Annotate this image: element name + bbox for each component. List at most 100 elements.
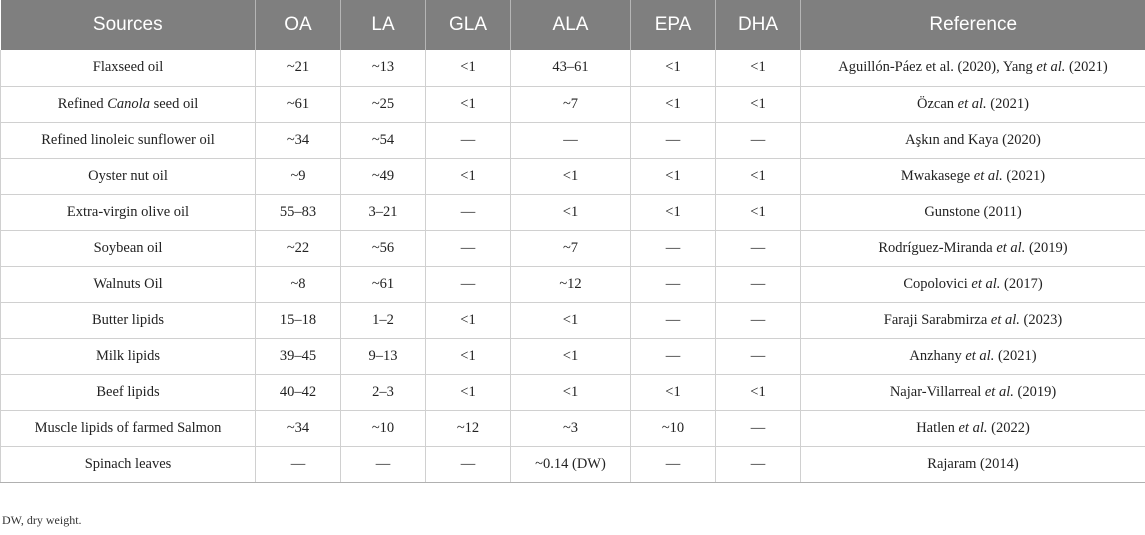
table-row: Flaxseed oil ~21 ~13 <1 43–61 <1 <1 Aguillón-Pá… [0, 50, 1145, 87]
reference-italic-text: et al. [984, 383, 1014, 400]
cell-epa: — [630, 302, 716, 339]
reference-post-text: (2021) [1065, 59, 1108, 76]
cell-gla: — [425, 122, 511, 159]
cell-dha: — [715, 122, 801, 159]
cell-oa: ~21 [255, 50, 341, 87]
header-oa: OA [255, 0, 341, 50]
cell-ala: 43–61 [510, 50, 631, 87]
cell-reference: Najar-Villarreal et al. (2019) [800, 374, 1145, 411]
cell-gla: <1 [425, 302, 511, 339]
reference-italic-text: et al. [973, 167, 1003, 184]
cell-oa: ~8 [255, 266, 341, 303]
cell-ala: — [510, 122, 631, 159]
table-row: Muscle lipids of farmed Salmon ~34 ~10 ~12 ~… [0, 410, 1145, 447]
cell-source: Extra-virgin olive oil [0, 194, 256, 231]
reference-italic-text: et al. [965, 347, 995, 364]
cell-gla: <1 [425, 338, 511, 375]
table-row: Oyster nut oil ~9 ~49 <1 <1 <1 <1 Mwakasege et … [0, 158, 1145, 195]
reference-italic-text: et al. [971, 275, 1001, 292]
cell-ala: ~7 [510, 86, 631, 123]
cell-ala: ~3 [510, 410, 631, 447]
cell-source: Soybean oil [0, 230, 256, 267]
cell-epa: — [630, 230, 716, 267]
cell-reference: Hatlen et al. (2022) [800, 410, 1145, 447]
cell-dha: <1 [715, 158, 801, 195]
cell-gla: — [425, 446, 511, 483]
reference-post-text: (2019) [1025, 239, 1068, 256]
cell-reference: Anzhany et al. (2021) [800, 338, 1145, 375]
cell-epa: <1 [630, 86, 716, 123]
cell-reference: Mwakasege et al. (2021) [800, 158, 1145, 195]
source-text: Refined linoleic sunflower oil [41, 131, 215, 148]
cell-la: ~49 [340, 158, 426, 195]
table-row: Butter lipids 15–18 1–2 <1 <1— — Faraji Sarabm… [0, 302, 1145, 339]
reference-pre-text: Hatlen [916, 419, 959, 436]
table-row: Refined linoleic sunflower oil ~34 ~54— — — —… [0, 122, 1145, 159]
reference-italic-text: et al. [958, 419, 988, 436]
cell-oa: — [255, 446, 341, 483]
fatty-acid-table: Sources OA LA GLA ALA EPA DHA Reference … [0, 0, 1145, 483]
source-text: Soybean oil [93, 239, 163, 256]
source-text: Milk lipids [95, 347, 161, 364]
cell-reference: Gunstone (2011) [800, 194, 1145, 231]
cell-epa: <1 [630, 194, 716, 231]
cell-gla: ~12 [425, 410, 511, 447]
table-row: Beef lipids 40–42 2–3 <1 <1 <1 <1 Najar-Villarr… [0, 374, 1145, 411]
header-row: Sources OA LA GLA ALA EPA DHA Reference [0, 0, 1145, 50]
cell-gla: — [425, 266, 511, 303]
cell-la: 1–2 [340, 302, 426, 339]
cell-la: ~61 [340, 266, 426, 303]
cell-source: Muscle lipids of farmed Salmon [0, 410, 256, 447]
header-epa: EPA [630, 0, 716, 50]
reference-post-text: (2019) [1013, 383, 1057, 400]
cell-ala: <1 [510, 194, 631, 231]
reference-pre-text: Rodríguez-Miranda [878, 239, 997, 256]
source-text: Beef lipids [96, 383, 160, 400]
reference-pre-text: Özcan [917, 95, 958, 112]
source-text: Muscle lipids of farmed Salmon [34, 419, 222, 436]
cell-reference: Aşkın and Kaya (2020) [800, 122, 1145, 159]
cell-la: 3–21 [340, 194, 426, 231]
cell-source: Butter lipids [0, 302, 256, 339]
source-text: Oyster nut oil [88, 167, 168, 184]
cell-dha: <1 [715, 374, 801, 411]
reference-pre-text: Mwakasege [900, 167, 974, 184]
cell-ala: ~12 [510, 266, 631, 303]
reference-pre-text: Anzhany [909, 347, 966, 364]
cell-la: ~25 [340, 86, 426, 123]
cell-la: ~56 [340, 230, 426, 267]
header-la: LA [340, 0, 426, 50]
table-row: Extra-virgin olive oil 55–83 3–21— <1 <1 <1 Gu… [0, 194, 1145, 231]
reference-italic-text: et al. [1036, 59, 1066, 76]
reference-pre-text: Copolovici [903, 275, 972, 292]
cell-gla: — [425, 194, 511, 231]
footnote: DW, dry weight. [2, 513, 82, 527]
cell-gla: — [425, 230, 511, 267]
cell-source: Refined linoleic sunflower oil [0, 122, 256, 159]
source-text: Spinach leaves [84, 455, 172, 472]
reference-pre-text: Najar-Villarreal [889, 383, 985, 400]
reference-post-text: (2017) [1000, 275, 1043, 292]
table-row: Walnuts Oil ~8 ~61— ~12— — Copolovici et al. … [0, 266, 1145, 303]
cell-epa: — [630, 446, 716, 483]
source-text: Extra-virgin olive oil [66, 203, 190, 220]
cell-ala: <1 [510, 338, 631, 375]
cell-epa: — [630, 338, 716, 375]
cell-source: Spinach leaves [0, 446, 256, 483]
source-italic-text: Canola [107, 95, 150, 112]
reference-post-text: (2021) [1002, 167, 1046, 184]
cell-source: Flaxseed oil [0, 50, 256, 87]
cell-oa: ~34 [255, 122, 341, 159]
cell-la: ~13 [340, 50, 426, 87]
cell-reference: Rajaram (2014) [800, 446, 1145, 483]
cell-ala: ~0.14 (DW) [510, 446, 631, 483]
cell-reference: Özcan et al. (2021) [800, 86, 1145, 123]
cell-epa: <1 [630, 374, 716, 411]
cell-ala: <1 [510, 374, 631, 411]
cell-la: ~54 [340, 122, 426, 159]
cell-dha: — [715, 266, 801, 303]
reference-pre-text: Faraji Sarabmirza [883, 311, 991, 328]
reference-post-text: (2023) [1019, 311, 1063, 328]
cell-epa: <1 [630, 50, 716, 87]
cell-dha: — [715, 302, 801, 339]
